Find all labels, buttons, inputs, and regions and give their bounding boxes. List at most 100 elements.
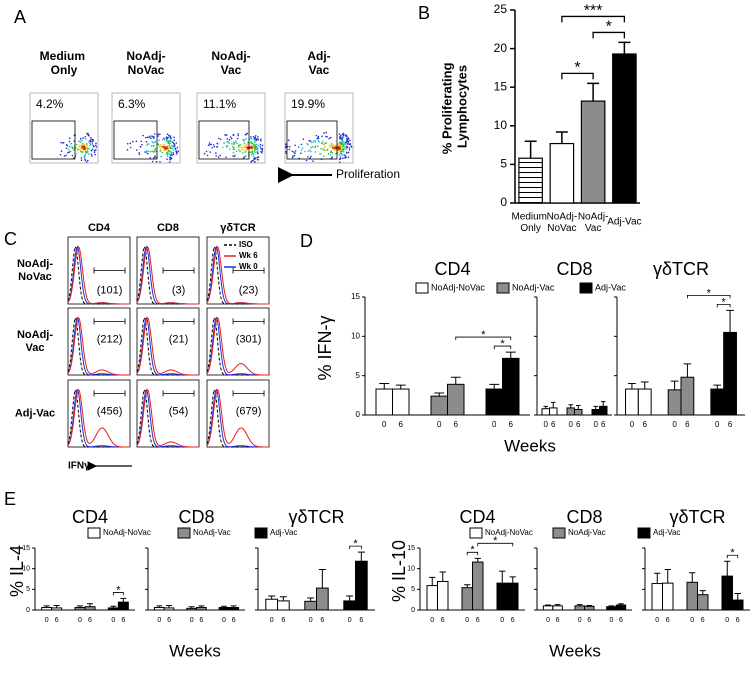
flow-dot [341, 154, 344, 156]
flow-dot [297, 146, 300, 148]
x-tick-label: 0 [690, 617, 694, 624]
error-bar [618, 603, 624, 606]
x-tick-label: 6 [281, 617, 285, 624]
significance-bracket [477, 542, 514, 547]
flow-dot [154, 141, 157, 143]
flow-dot [257, 136, 259, 138]
flow-dot [215, 155, 217, 157]
flow-dot [135, 140, 138, 143]
flow-dot [88, 141, 90, 143]
row-label: NoAdj-Vac [17, 329, 53, 354]
flow-dot [255, 148, 257, 151]
y-tick-label: 5 [26, 586, 30, 593]
flow-dot [327, 153, 330, 155]
flow-dot [166, 133, 169, 135]
flow-dot [317, 140, 320, 142]
significance-bracket [687, 294, 731, 299]
legend-swatch [415, 282, 429, 294]
error-bar [188, 606, 195, 609]
flow-dot [173, 139, 176, 141]
y-tick-label: 0 [411, 607, 415, 614]
flow-dot [90, 149, 93, 152]
flow-dot [285, 150, 287, 153]
flow-dot [254, 141, 256, 144]
flow-dot [306, 142, 309, 145]
flow-dot [172, 141, 174, 143]
flow-dot [219, 154, 221, 157]
flow-dot [213, 145, 216, 148]
flow-dot [331, 146, 334, 148]
panel-title: CD4 [72, 507, 108, 527]
flow-dot [324, 145, 326, 148]
y-tick-label: 0 [26, 607, 30, 614]
x-axis-label: Weeks [504, 436, 556, 455]
significance-bracket [561, 72, 594, 80]
legend-swatch [469, 527, 483, 539]
flow-dot [305, 159, 308, 162]
flow-dot [339, 161, 341, 163]
bar [218, 607, 230, 611]
x-tick-label: 6 [701, 617, 705, 624]
error-bar [379, 383, 390, 390]
flow-dot [339, 156, 342, 158]
flow-dot [320, 147, 323, 150]
flow-dot [250, 161, 252, 163]
flow-dot [222, 146, 224, 149]
error-bar [724, 560, 731, 577]
x-tick-label: 6 [685, 420, 690, 429]
flow-dot [81, 139, 83, 142]
flow-dot [153, 145, 155, 147]
flow-dot [347, 151, 350, 154]
flow-dot [78, 140, 80, 143]
flow-dot [317, 137, 320, 140]
bar [549, 142, 575, 204]
significance-bracket [561, 15, 626, 23]
gate-bracket [93, 390, 126, 397]
flow-dot [259, 146, 262, 148]
bar [196, 607, 207, 611]
x-tick-label: 6 [728, 420, 733, 429]
y-tick-label: 10 [494, 118, 508, 132]
flow-dot [141, 144, 143, 146]
panel-title: CD8 [556, 259, 592, 279]
flow-dot [162, 139, 164, 141]
flow-dot [243, 145, 245, 148]
x-tick-label: 0 [309, 617, 313, 624]
x-tick-label: 6 [232, 617, 236, 624]
flow-dot [94, 153, 96, 156]
flow-dot [126, 142, 129, 145]
flow-dot [145, 136, 147, 139]
flow-dot [159, 133, 161, 136]
flow-dot [85, 161, 88, 163]
flow-dot [285, 145, 287, 148]
error-bar [450, 376, 461, 385]
error-bar [509, 576, 516, 584]
flow-dot [168, 146, 171, 148]
flow-dot [163, 143, 166, 146]
flow-dot [176, 146, 179, 149]
panel-title: γδTCR [653, 259, 709, 279]
flow-dot [82, 148, 85, 150]
flow-dot [175, 142, 178, 144]
gate-percent: 4.2% [36, 97, 64, 111]
flow-dot [338, 154, 341, 156]
bar [667, 389, 682, 416]
flow-dot [317, 145, 319, 147]
significance-label: * [481, 329, 486, 341]
x-tick-label: 6 [167, 617, 171, 624]
flow-dot [238, 144, 240, 146]
flow-dot [239, 150, 241, 153]
flow-dot [254, 140, 256, 142]
flow-dot [232, 146, 235, 149]
gate-bracket [232, 267, 265, 274]
flow-dot [309, 140, 312, 142]
bar [732, 599, 744, 611]
flow-dot [250, 141, 253, 143]
flow-dot [348, 147, 351, 149]
flow-dot [126, 149, 129, 151]
x-tick-label: 6 [556, 617, 560, 624]
y-tick-label: 0 [356, 410, 361, 419]
flow-dot [171, 144, 173, 147]
flow-dot [153, 150, 156, 153]
flow-dot [146, 143, 148, 146]
